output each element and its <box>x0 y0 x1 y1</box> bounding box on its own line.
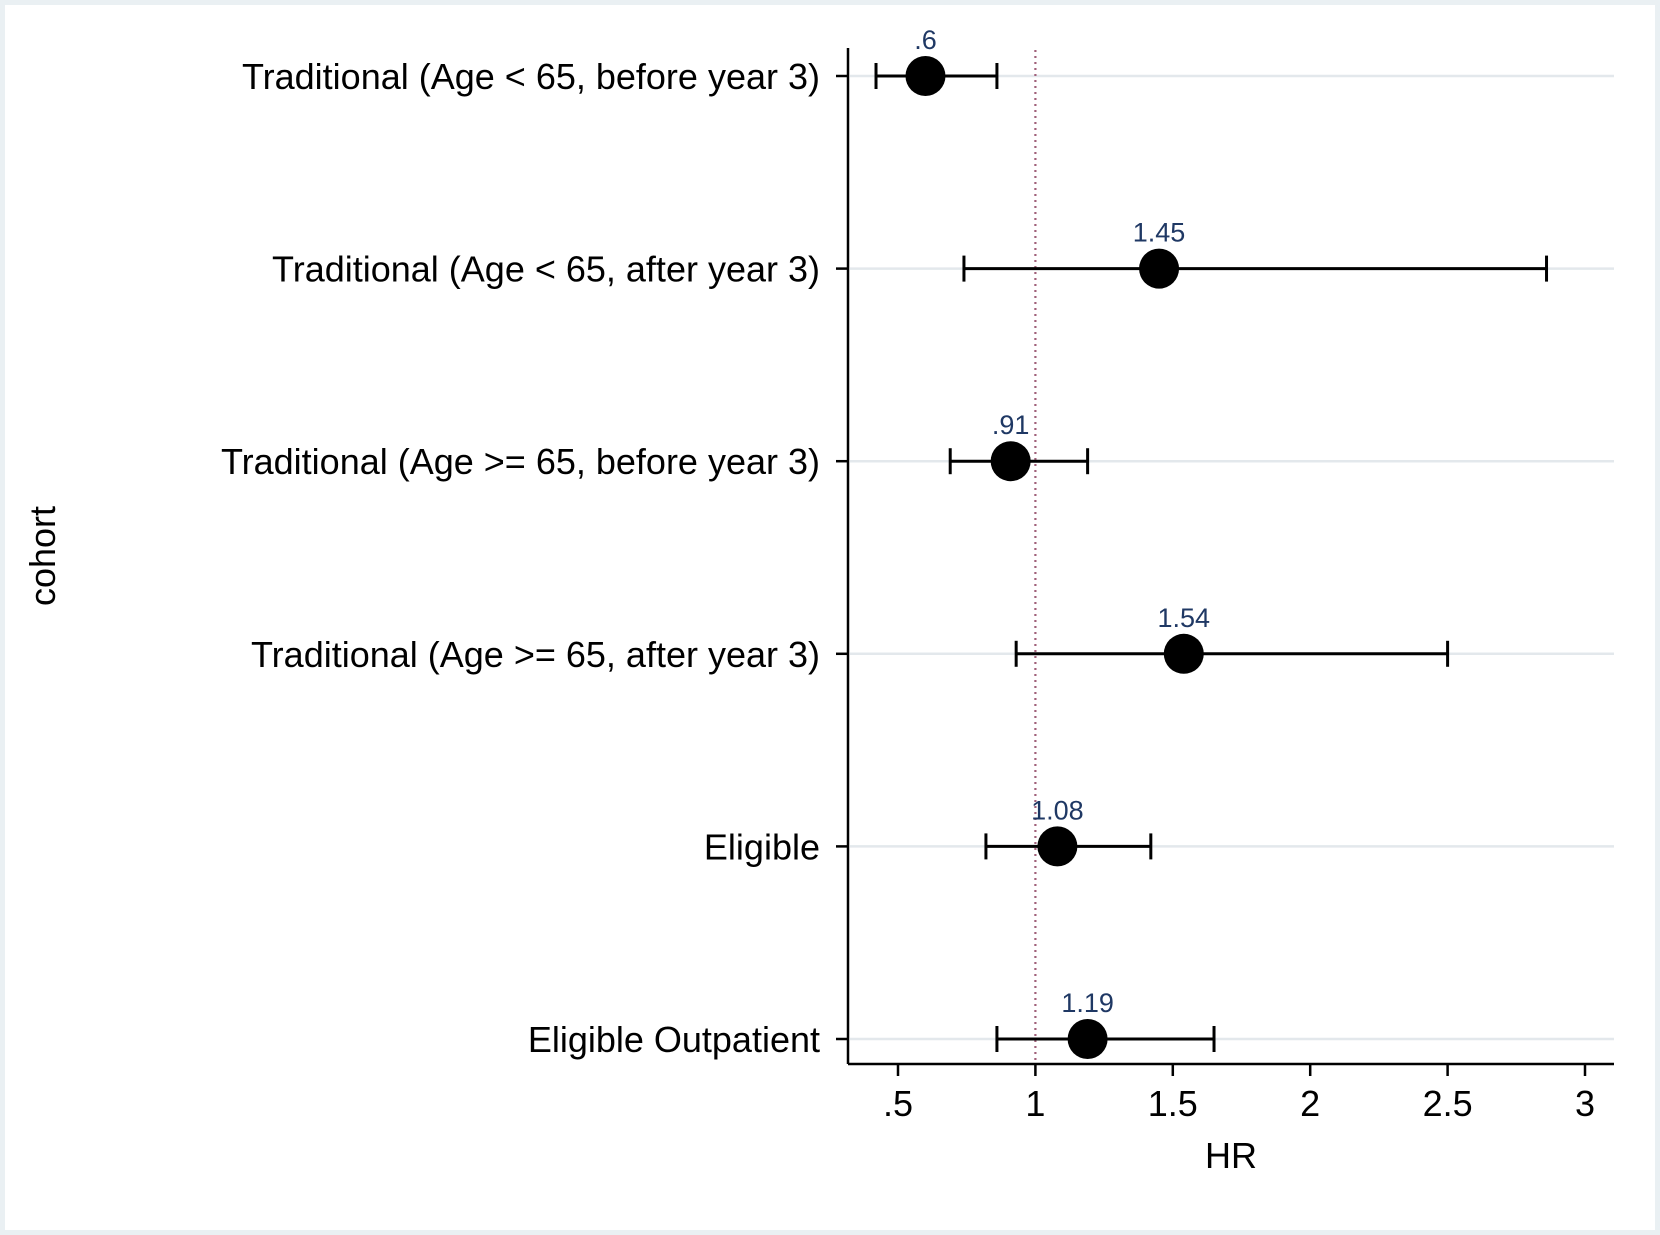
hr-value-label: 1.54 <box>1158 603 1211 633</box>
estimate-row: .6 <box>874 25 999 96</box>
x-tick-label: 2 <box>1300 1083 1320 1124</box>
cohort-label: Traditional (Age < 65, after year 3) <box>272 249 820 290</box>
cohort-label: Traditional (Age >= 65, after year 3) <box>251 634 820 675</box>
x-tick-label: 1.5 <box>1148 1083 1198 1124</box>
x-tick-label: 2.5 <box>1423 1083 1473 1124</box>
estimate-row: 1.08 <box>984 795 1153 867</box>
estimate-row: 1.19 <box>995 988 1216 1059</box>
hr-value-label: 1.19 <box>1061 988 1114 1018</box>
estimate-row: 1.45 <box>962 218 1549 289</box>
y-axis-ticks: Traditional (Age < 65, before year 3) Tra… <box>221 56 848 1060</box>
estimate-row: .91 <box>948 410 1090 482</box>
cohort-label: Eligible Outpatient <box>528 1019 820 1060</box>
hr-value-label: 1.08 <box>1031 795 1084 825</box>
cohort-label: Traditional (Age >= 65, before year 3) <box>221 441 820 482</box>
hr-point <box>1037 826 1078 867</box>
plot-area <box>848 48 1614 1064</box>
hr-point <box>990 441 1031 482</box>
hr-point <box>1163 633 1204 674</box>
y-axis-title: cohort <box>22 506 63 606</box>
hr-value-label: .91 <box>992 410 1030 440</box>
hr-value-label: 1.45 <box>1133 218 1186 248</box>
estimate-row: 1.54 <box>1014 603 1450 674</box>
x-tick-label: .5 <box>883 1083 913 1124</box>
hr-point <box>1067 1019 1108 1059</box>
estimate-rows: .6 1.45 .91 1.54 1.08 1.19 <box>874 25 1549 1059</box>
hr-point <box>905 56 946 96</box>
cohort-label: Traditional (Age < 65, before year 3) <box>242 56 820 97</box>
hr-point <box>1139 248 1180 289</box>
x-tick-label: 1 <box>1025 1083 1045 1124</box>
x-axis-title: HR <box>1205 1135 1257 1176</box>
hr-value-label: .6 <box>914 25 937 55</box>
x-axis-ticks: .5 1 1.5 2 2.5 3 <box>883 1064 1595 1124</box>
x-tick-label: 3 <box>1575 1083 1595 1124</box>
cohort-label: Eligible <box>704 826 820 867</box>
